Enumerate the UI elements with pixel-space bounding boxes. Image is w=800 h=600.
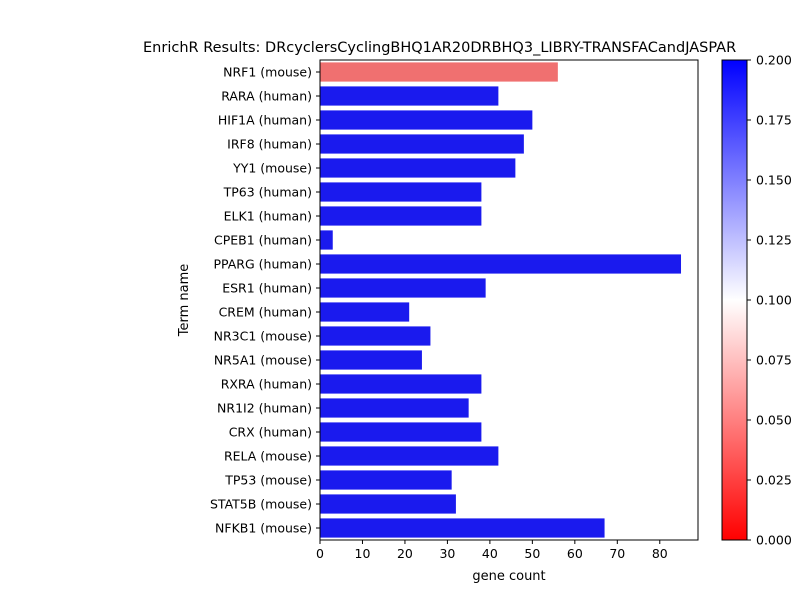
y-tick-label: CREM (human) (219, 305, 312, 320)
x-tick-label: 40 (482, 546, 498, 561)
bar-rela-mouse (320, 446, 499, 466)
y-tick-label: ELK1 (human) (224, 209, 312, 224)
colorbar-ticks: 0.000 0.025 0.050 0.075 0.100 0.125 0.150 0.175… (747, 53, 792, 548)
y-tick-label: TP53 (mouse) (224, 473, 312, 488)
bar-nr5a1-mouse (320, 350, 422, 370)
colorbar-tick-label: 0.150 (756, 173, 792, 188)
bar-elk1-human (320, 206, 482, 226)
colorbar-gradient (721, 59, 748, 541)
y-tick-label: ESR1 (human) (222, 281, 312, 296)
x-tick-label: 60 (567, 546, 583, 561)
bar-pparg-human (320, 254, 682, 274)
x-tick-label: 50 (524, 546, 540, 561)
y-tick-label: STAT5B (mouse) (210, 497, 312, 512)
y-tick-labels: NRF1 (mouse) RARA (human) HIF1A (human) IRF… (210, 65, 320, 536)
bar-hif1a-human (320, 110, 533, 130)
x-axis-label: gene count (472, 569, 545, 584)
x-tick-label: 0 (316, 546, 324, 561)
bar-crem-human (320, 302, 410, 322)
bar-stat5b-mouse (320, 494, 456, 514)
bar-irf8-human (320, 134, 524, 154)
bar-tp63-human (320, 182, 482, 202)
colorbar-tick-label: 0.100 (756, 293, 792, 308)
y-tick-label: NRF1 (mouse) (223, 65, 312, 80)
y-tick-label: IRF8 (human) (227, 137, 312, 152)
x-tick-label: 30 (439, 546, 455, 561)
y-tick-label: YY1 (mouse) (232, 161, 312, 176)
bar-nr1i2-human (320, 398, 469, 418)
bar-tp53-mouse (320, 470, 452, 490)
bar-nr3c1-mouse (320, 326, 431, 346)
x-tick-label: 20 (397, 546, 413, 561)
bar-crx-human (320, 422, 482, 442)
colorbar-tick-label: 0.125 (756, 233, 792, 248)
y-tick-label: NR5A1 (mouse) (214, 353, 312, 368)
x-tick-label: 80 (652, 546, 668, 561)
bar-esr1-human (320, 278, 486, 298)
y-tick-label: NR3C1 (mouse) (214, 329, 312, 344)
y-tick-label: NFKB1 (mouse) (215, 521, 312, 536)
bars (320, 62, 682, 538)
y-tick-label: NR1I2 (human) (217, 401, 312, 416)
colorbar-tick-label: 0.025 (756, 473, 792, 488)
bar-cpeb1-human (320, 230, 333, 250)
chart-title: EnrichR Results: DRcyclersCyclingBHQ1AR2… (143, 40, 736, 56)
colorbar-tick-label: 0.200 (756, 53, 792, 68)
y-tick-label: RARA (human) (221, 89, 312, 104)
colorbar-tick-label: 0.175 (756, 113, 792, 128)
y-axis-label: Term name (177, 264, 192, 338)
colorbar-tick-label: 0.075 (756, 353, 792, 368)
x-ticks: 0 10 20 30 40 50 60 70 80 (316, 540, 668, 561)
bar-yy1-mouse (320, 158, 516, 178)
bar-nfkb1-mouse (320, 518, 605, 538)
plot-frame (319, 59, 699, 541)
x-tick-label: 10 (355, 546, 371, 561)
y-tick-label: CPEB1 (human) (214, 233, 312, 248)
bar-rxra-human (320, 374, 482, 394)
colorbar-tick-label: 0.050 (756, 413, 792, 428)
bar-rara-human (320, 86, 499, 106)
y-tick-label: PPARG (human) (213, 257, 312, 272)
x-tick-label: 70 (609, 546, 625, 561)
y-tick-label: RXRA (human) (221, 377, 312, 392)
y-tick-label: HIF1A (human) (218, 113, 312, 128)
colorbar: 0.000 0.025 0.050 0.075 0.100 0.125 0.150 0.175… (721, 53, 792, 548)
y-tick-label: TP63 (human) (223, 185, 312, 200)
bar-nrf1-mouse (320, 62, 558, 82)
y-tick-label: CRX (human) (229, 425, 312, 440)
y-tick-label: RELA (mouse) (224, 449, 312, 464)
colorbar-tick-label: 0.000 (756, 533, 792, 548)
